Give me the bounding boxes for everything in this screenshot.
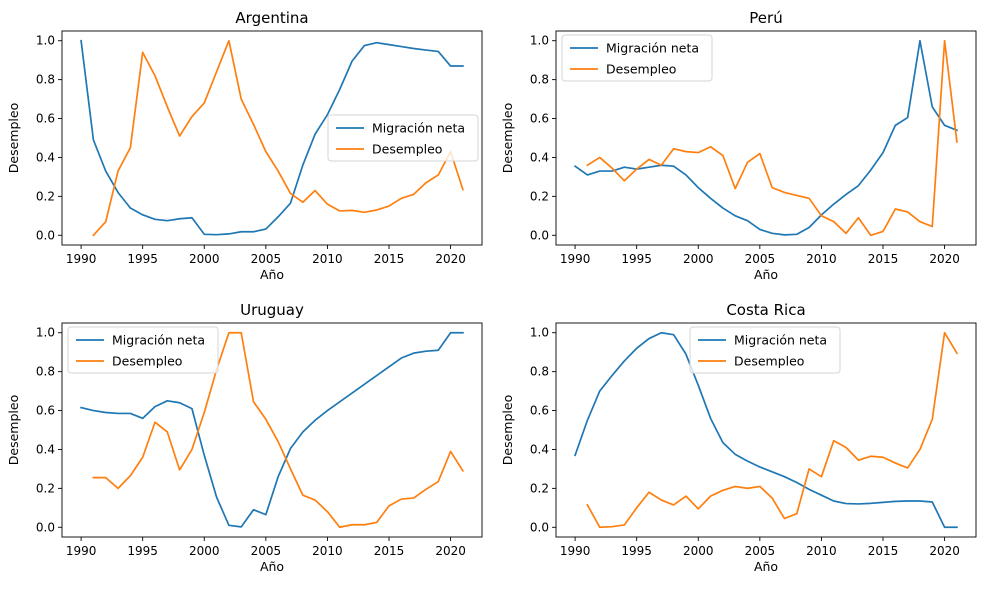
- x-tick-label: 2000: [189, 544, 220, 558]
- series-line-desempleo: [586, 39, 958, 237]
- x-tick-label: 1995: [127, 252, 158, 266]
- x-tick-label: 1990: [66, 544, 97, 558]
- x-tick-label: 2015: [868, 544, 899, 558]
- series-line-migracion: [574, 331, 958, 529]
- x-tick-label: 1990: [66, 252, 97, 266]
- series-line-desempleo: [92, 39, 464, 237]
- legend-entry-label: Migración neta: [112, 333, 205, 348]
- legend-entry-label: Migración neta: [372, 121, 465, 136]
- subplot-title: Uruguay: [240, 301, 304, 319]
- y-tick-label: 1.0: [530, 34, 549, 48]
- y-axis-label: Desempleo: [500, 103, 515, 173]
- x-tick-label: 1990: [560, 252, 591, 266]
- x-axis-label: Año: [754, 559, 778, 574]
- axes-frame: [61, 322, 483, 538]
- y-axis-label: Desempleo: [500, 395, 515, 465]
- y-tick-label: 0.0: [36, 228, 55, 242]
- legend-box: [561, 34, 713, 82]
- x-tick-label: 2000: [683, 252, 714, 266]
- axes-frame: [555, 30, 977, 246]
- y-tick-label: 0.8: [530, 365, 549, 379]
- y-tick-label: 0.6: [36, 112, 55, 126]
- legend: Migración neta Desempleo: [689, 326, 841, 374]
- y-tick-label: 0.8: [36, 73, 55, 87]
- legend: Migración neta Desempleo: [67, 326, 219, 374]
- y-tick-label: 0.8: [530, 73, 549, 87]
- y-tick-label: 1.0: [36, 34, 55, 48]
- x-tick-label: 1995: [127, 544, 158, 558]
- y-axis-label: Desempleo: [6, 395, 21, 465]
- series-line-migracion: [80, 39, 464, 236]
- subplot-2: 1990 1995 2000 2005 2010 2015 2020 0.0 0.2 0.4 0.6…: [6, 301, 483, 574]
- x-tick-label: 2010: [312, 544, 343, 558]
- x-tick-label: 2000: [189, 252, 220, 266]
- legend-entry-label: Desempleo: [372, 142, 442, 157]
- y-tick-label: 0.4: [36, 150, 55, 164]
- axes-frame: [555, 322, 977, 538]
- x-tick-label: 2005: [745, 544, 776, 558]
- y-tick-label: 1.0: [530, 326, 549, 340]
- x-tick-label: 2010: [806, 252, 837, 266]
- subplot-3: 1990 1995 2000 2005 2010 2015 2020 0.0 0.2 0.4 0.6…: [500, 301, 977, 574]
- legend-entry-label: Migración neta: [734, 333, 827, 348]
- y-tick-label: 0.2: [530, 189, 549, 203]
- series-line-desempleo: [92, 331, 465, 529]
- series-line-migracion: [573, 39, 959, 236]
- x-tick-label: 2005: [251, 544, 282, 558]
- x-tick-label: 1995: [621, 544, 652, 558]
- x-axis-label: Año: [260, 267, 284, 282]
- legend-entry-label: Desempleo: [112, 354, 182, 369]
- series-line-migracion: [80, 331, 464, 528]
- y-tick-label: 0.0: [530, 520, 549, 534]
- x-axis-label: Año: [754, 267, 778, 282]
- x-tick-label: 2005: [745, 252, 776, 266]
- subplot-0: 1990 1995 2000 2005 2010 2015 2020 0.0 0.2 0.4 0.6…: [6, 9, 483, 282]
- y-tick-label: 0.2: [36, 481, 55, 495]
- y-tick-label: 0.6: [530, 112, 549, 126]
- legend-box: [689, 326, 841, 374]
- y-tick-label: 0.0: [530, 228, 549, 242]
- x-tick-label: 2015: [374, 252, 405, 266]
- x-tick-label: 1995: [621, 252, 652, 266]
- y-tick-label: 0.6: [36, 404, 55, 418]
- x-axis-label: Año: [260, 559, 284, 574]
- legend: Migración neta Desempleo: [327, 114, 479, 162]
- x-tick-label: 2020: [929, 252, 960, 266]
- x-tick-label: 2015: [374, 544, 405, 558]
- legend-entry-label: Migración neta: [606, 41, 699, 56]
- subplot-title: Perú: [749, 9, 782, 27]
- legend-box: [67, 326, 219, 374]
- y-tick-label: 0.4: [530, 442, 549, 456]
- y-tick-label: 0.0: [36, 520, 55, 534]
- y-tick-label: 0.6: [530, 404, 549, 418]
- y-tick-label: 0.2: [530, 481, 549, 495]
- legend-entry-label: Desempleo: [734, 354, 804, 369]
- x-tick-label: 2020: [435, 544, 466, 558]
- y-tick-label: 0.8: [36, 365, 55, 379]
- x-tick-label: 2010: [806, 544, 837, 558]
- x-tick-label: 2020: [435, 252, 466, 266]
- y-tick-label: 0.2: [36, 189, 55, 203]
- axes-frame: [61, 30, 483, 246]
- y-axis-label: Desempleo: [6, 103, 21, 173]
- x-tick-label: 2000: [683, 544, 714, 558]
- legend-box: [327, 114, 479, 162]
- x-tick-label: 2020: [929, 544, 960, 558]
- subplot-title: Costa Rica: [726, 301, 805, 319]
- y-tick-label: 0.4: [36, 442, 55, 456]
- series-line-desempleo: [586, 331, 959, 529]
- subplot-1: 1990 1995 2000 2005 2010 2015 2020 0.0 0.2 0.4 0.6…: [500, 9, 977, 282]
- x-tick-label: 1990: [560, 544, 591, 558]
- x-tick-label: 2005: [251, 252, 282, 266]
- legend: Migración neta Desempleo: [561, 34, 713, 82]
- y-tick-label: 0.4: [530, 150, 549, 164]
- legend-entry-label: Desempleo: [606, 62, 676, 77]
- x-tick-label: 2010: [312, 252, 343, 266]
- subplot-title: Argentina: [235, 9, 308, 27]
- x-tick-label: 2015: [868, 252, 899, 266]
- y-tick-label: 1.0: [36, 326, 55, 340]
